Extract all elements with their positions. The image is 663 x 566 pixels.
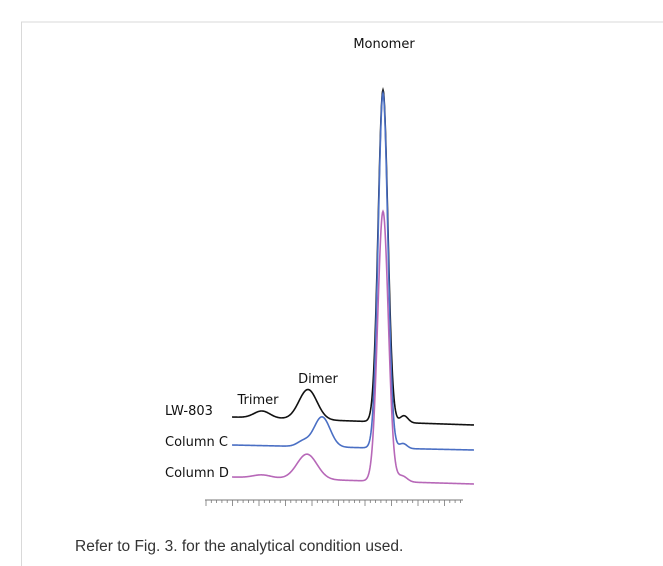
trace xyxy=(231,89,475,451)
chromatogram xyxy=(231,87,475,485)
monomer-label: Monomer xyxy=(353,37,415,52)
time-ruler xyxy=(205,499,463,506)
dimer-label: Dimer xyxy=(298,372,338,387)
trace-label: Column D xyxy=(165,466,229,481)
caption: Refer to Fig. 3. for the analytical cond… xyxy=(75,538,403,555)
trace xyxy=(231,87,475,426)
trimer-label: Trimer xyxy=(237,393,280,408)
trace-label: Column C xyxy=(165,435,228,450)
trace-label: LW-803 xyxy=(165,404,213,419)
trace xyxy=(231,209,475,485)
